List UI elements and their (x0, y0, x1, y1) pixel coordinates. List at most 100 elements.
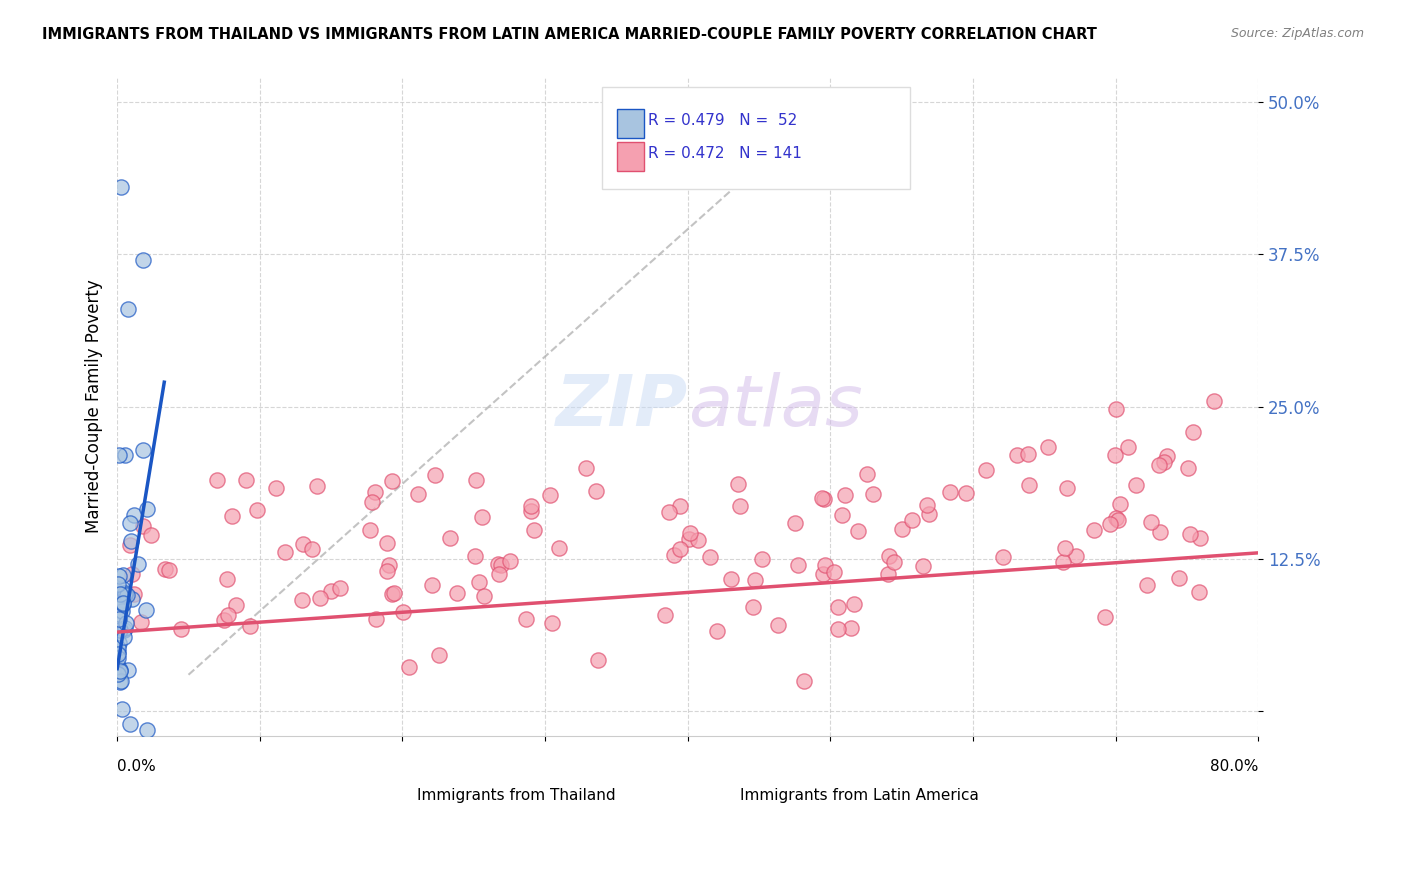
Point (112, 623, 135, 637)
Point (783, 516, 806, 531)
Point (1156, 449, 1178, 463)
Point (114, 587, 136, 601)
Point (108, 594, 131, 608)
Point (273, 544, 295, 558)
Point (834, 488, 856, 502)
Point (111, 702, 134, 716)
Point (793, 673, 815, 688)
Point (669, 541, 692, 556)
Text: 0.0%: 0.0% (117, 759, 156, 773)
Point (359, 523, 381, 537)
Point (107, 625, 129, 640)
Point (728, 499, 751, 513)
Point (120, 516, 142, 531)
Point (686, 533, 709, 547)
Point (110, 663, 132, 677)
FancyBboxPatch shape (389, 761, 422, 780)
Point (107, 569, 129, 583)
Point (586, 653, 609, 667)
Point (575, 460, 598, 475)
Point (107, 651, 129, 665)
Point (472, 589, 495, 603)
Point (108, 675, 131, 690)
Point (1178, 527, 1201, 541)
Point (382, 585, 405, 599)
Point (217, 607, 239, 622)
Point (679, 526, 702, 541)
Point (890, 522, 912, 536)
Point (488, 567, 510, 582)
Point (157, 564, 180, 578)
Point (266, 481, 288, 495)
Point (131, 519, 153, 533)
Point (136, 502, 159, 516)
Point (309, 591, 332, 605)
Point (108, 591, 131, 605)
Point (235, 473, 257, 487)
Point (813, 566, 835, 581)
Point (427, 648, 450, 663)
Point (991, 549, 1014, 564)
Point (131, 615, 153, 629)
Point (398, 660, 420, 674)
Point (1135, 578, 1157, 592)
Point (541, 616, 564, 631)
Point (827, 623, 849, 637)
Point (107, 448, 129, 462)
Point (329, 581, 352, 595)
Point (361, 495, 384, 509)
Point (720, 573, 742, 587)
Point (110, 624, 132, 638)
FancyBboxPatch shape (617, 109, 644, 138)
Point (831, 508, 853, 522)
Point (955, 486, 977, 500)
Point (1188, 531, 1211, 545)
Point (471, 510, 494, 524)
Point (124, 508, 146, 522)
Point (124, 586, 146, 600)
Point (1118, 440, 1140, 454)
Point (391, 606, 413, 620)
Point (727, 477, 749, 491)
Point (225, 599, 247, 613)
Point (246, 503, 269, 517)
Point (911, 559, 934, 574)
Point (1018, 478, 1040, 492)
Point (118, 538, 141, 552)
Point (1105, 510, 1128, 524)
Point (842, 598, 865, 612)
Point (1108, 497, 1130, 511)
Point (918, 508, 941, 522)
Point (1052, 555, 1074, 569)
Point (846, 524, 869, 538)
Point (862, 486, 884, 500)
Point (446, 586, 468, 600)
Point (1094, 610, 1116, 624)
Point (108, 636, 131, 650)
Point (678, 533, 700, 547)
Point (669, 499, 692, 513)
Point (515, 612, 537, 626)
Point (207, 473, 229, 487)
Point (108, 665, 131, 679)
Point (1153, 455, 1175, 469)
Point (239, 619, 262, 633)
Point (813, 491, 835, 506)
Point (121, 591, 143, 606)
Point (131, 442, 153, 457)
Point (976, 463, 998, 477)
Point (375, 564, 398, 578)
Point (751, 551, 773, 566)
Point (1017, 447, 1039, 461)
Point (212, 613, 235, 627)
Point (1105, 402, 1128, 417)
Point (1188, 584, 1211, 599)
Point (520, 499, 543, 513)
Point (585, 483, 607, 498)
Point (114, 621, 136, 635)
Point (132, 253, 155, 268)
Point (107, 644, 129, 658)
Point (120, 533, 142, 548)
Point (1005, 448, 1028, 462)
Point (1083, 524, 1105, 538)
